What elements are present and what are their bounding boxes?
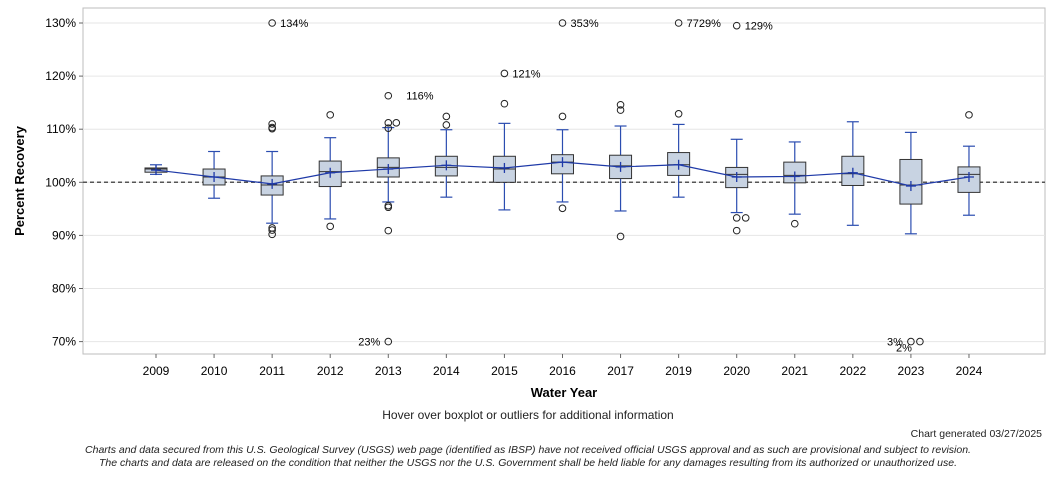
x-tick-label: 2014 <box>433 364 460 378</box>
x-tick-label: 2019 <box>665 364 692 378</box>
outlier-point[interactable] <box>965 111 973 119</box>
boxplot-2016[interactable] <box>550 129 574 203</box>
outlier-label: 116% <box>406 91 434 103</box>
outlier-point[interactable] <box>442 121 451 129</box>
mean-connect-line <box>155 161 970 187</box>
outlier-point[interactable] <box>500 99 509 108</box>
outlier-point[interactable] <box>616 106 625 114</box>
outlier-point[interactable] <box>268 226 276 234</box>
outlier-point[interactable] <box>907 337 915 346</box>
x-tick-label: 2011 <box>259 364 285 378</box>
disclaimer-line-2: The charts and data are released on the … <box>99 457 957 469</box>
x-tick-label: 2009 <box>143 364 170 378</box>
outlier-point[interactable] <box>384 119 393 127</box>
x-tick-label: 2020 <box>723 364 750 378</box>
outlier-point[interactable] <box>268 19 276 27</box>
chart-generated-date: Chart generated 03/27/2025 <box>910 428 1042 440</box>
outlier-label: 3% <box>887 337 903 349</box>
disclaimer-line-1: Charts and data secured from this U.S. G… <box>85 444 971 456</box>
boxplot-2009[interactable] <box>144 164 168 176</box>
outlier-point[interactable] <box>384 91 393 100</box>
boxplot-2015[interactable] <box>492 122 516 211</box>
boxplot-2013[interactable] <box>376 127 400 203</box>
y-tick-label: 90% <box>52 228 76 242</box>
outlier-point[interactable] <box>442 112 451 121</box>
outlier-point[interactable] <box>558 204 567 213</box>
outlier-point[interactable] <box>268 230 276 239</box>
x-tick-label: 2022 <box>839 364 866 378</box>
y-tick-label: 70% <box>52 335 76 349</box>
y-axis-title: Percent Recovery <box>12 125 27 236</box>
outlier-point[interactable] <box>500 69 509 78</box>
outlier-label: 7729% <box>687 18 721 30</box>
x-tick-label: 2017 <box>607 364 634 378</box>
outlier-point[interactable] <box>674 110 683 118</box>
outlier-point[interactable] <box>558 19 567 27</box>
outlier-point[interactable] <box>384 203 393 212</box>
outlier-point[interactable] <box>741 214 750 222</box>
outlier-point[interactable] <box>616 232 625 241</box>
outlier-label: 134% <box>280 18 308 30</box>
x-tick-label: 2023 <box>898 364 925 378</box>
outlier-point[interactable] <box>268 120 276 128</box>
x-tick-label: 2012 <box>317 364 344 378</box>
boxplot-2012[interactable] <box>318 137 342 220</box>
x-axis-title: Water Year <box>531 385 598 400</box>
y-tick-label: 80% <box>52 282 76 296</box>
x-tick-label: 2013 <box>375 364 402 378</box>
y-tick-label: 100% <box>45 175 76 189</box>
outlier-point[interactable] <box>732 226 741 235</box>
outlier-point[interactable] <box>732 214 741 222</box>
outlier-label: 129% <box>745 21 773 33</box>
y-tick-label: 120% <box>45 69 76 83</box>
outlier-point[interactable] <box>326 111 335 119</box>
outlier-point[interactable] <box>384 124 393 132</box>
outlier-point[interactable] <box>732 21 741 30</box>
outlier-point[interactable] <box>916 337 924 346</box>
x-tick-label: 2015 <box>491 364 518 378</box>
outlier-point[interactable] <box>558 112 567 121</box>
x-tick-label: 2024 <box>956 364 983 378</box>
x-tick-label: 2010 <box>201 364 228 378</box>
x-tick-label: 2021 <box>781 364 808 378</box>
x-tick-label: 2016 <box>549 364 576 378</box>
hover-note: Hover over boxplot or outliers for addit… <box>382 408 674 422</box>
outlier-point[interactable] <box>674 19 683 27</box>
outlier-point[interactable] <box>268 124 276 133</box>
outlier-point[interactable] <box>392 119 401 127</box>
y-tick-label: 110% <box>46 122 76 136</box>
outlier-label: 23% <box>358 337 380 349</box>
boxplot-2023[interactable] <box>899 131 923 235</box>
boxplot-2019[interactable] <box>667 123 691 198</box>
outlier-label: 2% <box>896 343 912 355</box>
boxplot-2024[interactable] <box>957 145 981 216</box>
outlier-point[interactable] <box>326 222 335 231</box>
boxplot-2014[interactable] <box>434 129 458 198</box>
y-tick-label: 130% <box>45 16 76 30</box>
outlier-label: 353% <box>570 18 598 30</box>
outlier-label: 121% <box>512 68 540 80</box>
outlier-point[interactable] <box>384 226 393 235</box>
outlier-point[interactable] <box>616 100 625 109</box>
outlier-point[interactable] <box>384 337 393 346</box>
outlier-point[interactable] <box>790 219 799 228</box>
